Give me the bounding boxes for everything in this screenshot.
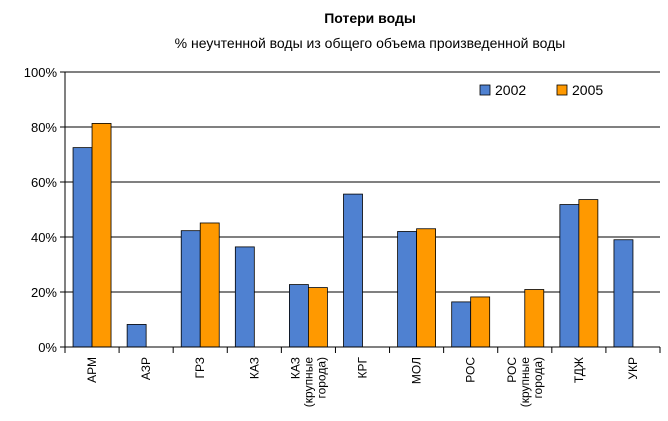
category-label: КРГ <box>356 357 370 379</box>
category-label: УКР <box>626 357 640 380</box>
category-label: ТДЖ <box>572 357 586 383</box>
category-label: КАЗ <box>288 357 302 379</box>
bar-2002-2 <box>180 230 201 348</box>
chart-subtitle: % неучтенной воды из общего объема произ… <box>175 35 566 51</box>
legend-swatch-2002 <box>479 84 491 96</box>
bar-2005-2 <box>199 222 220 348</box>
y-tick-label: 60% <box>31 175 57 190</box>
legend: 2002 2005 <box>479 82 603 98</box>
y-tick-labels: 0% 20% 40% 60% 80% 100% <box>24 65 58 355</box>
bar-2002-4 <box>289 284 309 348</box>
category-label: МОЛ <box>410 357 424 384</box>
bar-2002-5 <box>343 193 363 348</box>
legend-label-2002: 2002 <box>495 82 526 98</box>
chart-title: Потери воды <box>324 10 416 26</box>
bar-2002-1 <box>126 324 147 348</box>
bar-2005-8 <box>524 289 545 348</box>
bar-2005-7 <box>470 296 491 348</box>
category-label: РОС <box>505 357 519 383</box>
category-label: города) <box>531 357 545 399</box>
category-label: РОС <box>464 357 478 383</box>
category-label: города) <box>314 357 328 399</box>
bar-2002-9 <box>559 204 580 348</box>
category-label: КАЗ <box>247 357 261 379</box>
legend-swatch-2005 <box>556 84 568 96</box>
bar-2005-0 <box>91 123 112 348</box>
category-label: (крупные <box>301 357 315 408</box>
bar-2005-4 <box>308 287 328 348</box>
bar-2002-7 <box>451 301 472 348</box>
legend-label-2005: 2005 <box>572 82 603 98</box>
bar-2002-3 <box>234 246 255 348</box>
y-tick-label: 100% <box>24 65 58 80</box>
category-label: АЗР <box>139 357 153 380</box>
y-tick-label: 20% <box>31 285 57 300</box>
category-label: АРМ <box>85 357 99 383</box>
y-tick-label: 80% <box>31 120 57 135</box>
bar-2002-0 <box>72 147 93 348</box>
bar-2005-9 <box>578 199 599 348</box>
bar-2005-6 <box>416 228 436 348</box>
category-label: (крупные <box>518 357 532 408</box>
axes <box>60 71 661 353</box>
category-label: ГРЗ <box>193 357 207 379</box>
bar-2002-6 <box>397 231 417 348</box>
y-tick-label: 40% <box>31 230 57 245</box>
bar-2002-10 <box>613 239 634 348</box>
y-tick-label: 0% <box>38 340 57 355</box>
bars <box>72 123 634 348</box>
category-labels: АРМ АЗР ГРЗ КАЗ КАЗ (крупные города) КРГ МОЛ РОС Р… <box>85 357 640 408</box>
